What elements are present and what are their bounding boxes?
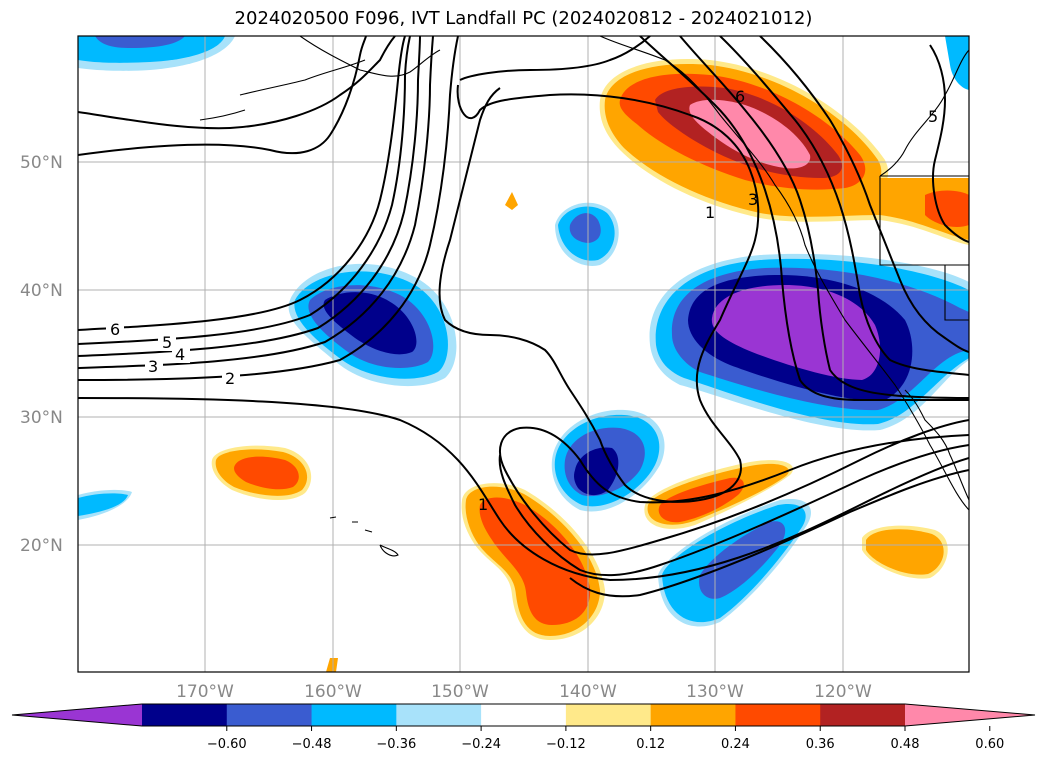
contour-label-3-west: 3 bbox=[148, 357, 158, 376]
colorbar-segment bbox=[226, 704, 313, 726]
colorbar-tick-label: −0.48 bbox=[292, 737, 332, 752]
colorbar-extend-low bbox=[12, 704, 142, 726]
grid-lines bbox=[78, 36, 969, 672]
colorbar-segment bbox=[142, 704, 228, 726]
shade-west-positive bbox=[211, 445, 312, 501]
contour-label-4-west: 4 bbox=[175, 345, 185, 364]
lat-label-50: 50°N bbox=[20, 153, 63, 173]
colorbar-tick-label: 0.60 bbox=[975, 737, 1004, 752]
contour-label-1-south: 1 bbox=[478, 495, 488, 514]
colorbar-outline bbox=[11, 703, 1036, 727]
colorbar-tick-label: −0.24 bbox=[461, 737, 501, 752]
latitude-labels: 50°N 40°N 30°N 20°N bbox=[20, 153, 63, 556]
colorbar-segment bbox=[820, 704, 906, 726]
lon-label-170w: 170°W bbox=[176, 682, 234, 702]
contour-label-group: 6 5 4 3 2 1 1 3 6 5 bbox=[106, 87, 938, 514]
colorbar-tick-label: 0.24 bbox=[721, 737, 750, 752]
contour-label-1-northeast: 1 bbox=[705, 203, 715, 222]
lat-label-40: 40°N bbox=[20, 281, 63, 301]
contour-label-3-northeast: 3 bbox=[748, 190, 758, 209]
colorbar-segment bbox=[565, 704, 652, 726]
colorbar-segment bbox=[311, 704, 397, 726]
map-area: 6 5 4 3 2 1 1 3 6 5 bbox=[78, 36, 969, 672]
colorbar-segment bbox=[481, 704, 567, 726]
colorbar-tick-label: 0.48 bbox=[891, 737, 920, 752]
colorbar-tick-label: 0.36 bbox=[806, 737, 835, 752]
lon-label-120w: 120°W bbox=[814, 682, 872, 702]
map-frame bbox=[77, 35, 970, 673]
contour-label-6-west: 6 bbox=[110, 320, 120, 339]
map-title: 2024020500 F096, IVT Landfall PC (202402… bbox=[234, 8, 813, 29]
colorbar-tick-label: −0.60 bbox=[207, 737, 247, 752]
lat-label-30: 30°N bbox=[20, 408, 63, 428]
colorbar-extend-high bbox=[905, 704, 1035, 726]
colorbar-tick-label: −0.12 bbox=[546, 737, 586, 752]
contour-label-6-northeast: 6 bbox=[735, 87, 745, 106]
lat-label-20: 20°N bbox=[20, 536, 63, 556]
shade-north-pacific-negative bbox=[78, 36, 969, 90]
contour-label-2-west: 2 bbox=[225, 369, 235, 388]
shade-small-negative bbox=[505, 192, 619, 266]
colorbar: −0.60 −0.48 −0.36 −0.24 −0.12 0.12 0.24 0.36 0.4… bbox=[11, 703, 1036, 752]
longitude-labels: 170°W 160°W 150°W 140°W 130°W 120°W bbox=[176, 682, 872, 702]
lon-label-130w: 130°W bbox=[686, 682, 744, 702]
shade-mexico-positive bbox=[326, 525, 948, 672]
shade-northwest-positive bbox=[599, 59, 969, 246]
contour-label-5-west: 5 bbox=[162, 333, 172, 352]
lon-label-150w: 150°W bbox=[431, 682, 489, 702]
colorbar-segment bbox=[735, 704, 821, 726]
contour-label-5-east: 5 bbox=[928, 107, 938, 126]
colorbar-tick-label: 0.12 bbox=[636, 737, 665, 752]
lon-label-140w: 140°W bbox=[559, 682, 617, 702]
shade-left-negative bbox=[78, 489, 132, 520]
colorbar-segment bbox=[396, 704, 482, 726]
colorbar-tick-label: −0.36 bbox=[376, 737, 416, 752]
colorbar-segment bbox=[650, 704, 736, 726]
coastlines bbox=[199, 36, 969, 557]
lon-label-160w: 160°W bbox=[304, 682, 362, 702]
